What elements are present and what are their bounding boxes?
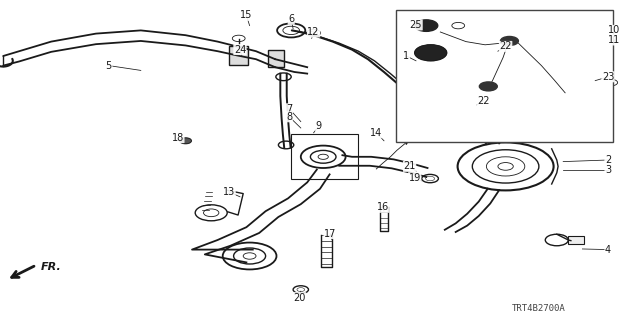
Bar: [396, 10, 613, 142]
Text: 8: 8: [286, 112, 292, 122]
Circle shape: [180, 138, 191, 144]
Text: 7: 7: [286, 104, 292, 114]
Bar: [291, 134, 358, 179]
Text: 22: 22: [499, 41, 512, 52]
Bar: [268, 50, 284, 67]
Text: 13: 13: [223, 187, 236, 197]
Circle shape: [479, 82, 497, 91]
Text: 9: 9: [316, 121, 322, 132]
Text: 1: 1: [403, 51, 410, 61]
Text: 16: 16: [376, 202, 389, 212]
Text: 10: 10: [608, 25, 621, 36]
Text: 3: 3: [605, 164, 611, 175]
Text: TRT4B2700A: TRT4B2700A: [512, 304, 566, 313]
Text: 2: 2: [605, 155, 611, 165]
Text: 25: 25: [410, 20, 422, 30]
Circle shape: [415, 45, 447, 61]
Text: 17: 17: [324, 228, 337, 239]
Text: 20: 20: [293, 292, 306, 303]
Text: 6: 6: [288, 14, 294, 24]
Text: 5: 5: [106, 60, 112, 71]
Text: 14: 14: [370, 128, 383, 138]
Text: 18: 18: [172, 132, 184, 143]
Circle shape: [500, 36, 518, 45]
Text: 21: 21: [403, 161, 416, 172]
Text: 15: 15: [240, 10, 253, 20]
Text: 22: 22: [477, 96, 490, 106]
Text: FR.: FR.: [40, 262, 61, 272]
Text: 11: 11: [608, 35, 621, 45]
Text: 12: 12: [307, 27, 320, 37]
Bar: [568, 236, 584, 244]
Text: 24: 24: [234, 44, 246, 55]
Circle shape: [415, 20, 438, 31]
Bar: [229, 46, 248, 65]
Text: 19: 19: [408, 172, 421, 183]
Text: 4: 4: [605, 244, 611, 255]
Text: 23: 23: [602, 72, 614, 82]
